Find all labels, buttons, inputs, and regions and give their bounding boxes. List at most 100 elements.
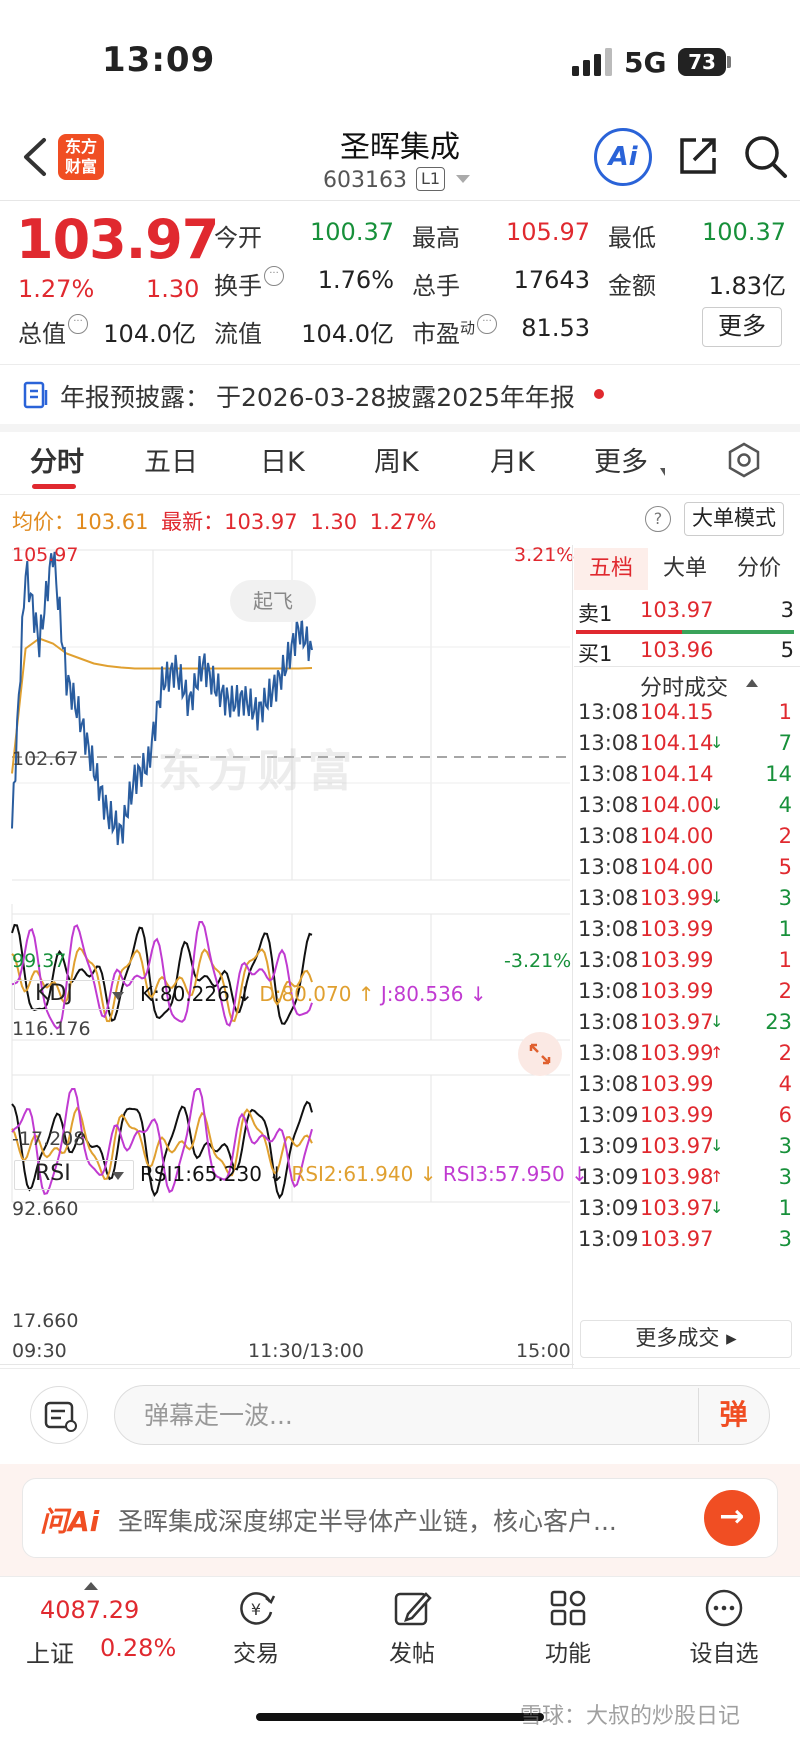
ai-question-card[interactable]: [22, 1478, 778, 1558]
section-divider: [0, 364, 800, 365]
tick-volume: 2: [778, 979, 792, 1003]
stock-name: 圣晖集成: [340, 130, 460, 165]
nav-trade[interactable]: ¥ 交易: [196, 1580, 316, 1680]
x-axis-divider: [0, 1364, 574, 1365]
tick-volume: 7: [778, 731, 792, 755]
tab-intraday[interactable]: 分时: [30, 447, 84, 478]
expand-icon[interactable]: [518, 1032, 562, 1076]
ticks-header[interactable]: 分时成交: [640, 676, 729, 701]
index-expand-icon[interactable]: [84, 1582, 98, 1590]
volume-value: 17643: [513, 266, 590, 294]
tick-arrow: ↑: [710, 1043, 724, 1062]
network-type: 5G: [624, 46, 667, 79]
open-value: 100.37: [310, 218, 394, 246]
tick-price: 103.97: [640, 1227, 714, 1251]
tick-time: 13:08: [578, 700, 639, 724]
arrow-right-icon[interactable]: →: [704, 1490, 760, 1546]
pe-sup: 动: [460, 319, 476, 337]
tab-weekly-k[interactable]: 周K: [374, 447, 419, 478]
tab-5day[interactable]: 五日: [144, 447, 198, 478]
ai-button[interactable]: Ai: [594, 128, 652, 186]
index-name[interactable]: 上证: [26, 1640, 74, 1668]
tick-arrow: ↓: [710, 795, 724, 814]
tick-arrow: ↓: [710, 1012, 724, 1031]
tick-volume: 6: [778, 1103, 792, 1127]
info-icon[interactable]: ···: [68, 314, 88, 334]
tick-price: 103.99: [640, 886, 714, 910]
stock-code: 603163: [323, 168, 407, 193]
tick-volume: 2: [778, 824, 792, 848]
tick-price: 103.97: [640, 1010, 714, 1034]
tab-five-levels[interactable]: 五档: [574, 548, 648, 590]
kdj-values: K:80.226 ↓ D:80.070 ↑ J:80.536 ↓: [140, 982, 487, 1006]
pe-value: 81.53: [521, 314, 590, 342]
tick-time: 13:08: [578, 979, 639, 1003]
ai-question-text[interactable]: 圣晖集成深度绑定半导体产业链，核心客户...: [118, 1507, 617, 1536]
price-lines: [11, 551, 313, 846]
avg-latest-line: 均价：103.61 最新：103.97 1.30 1.27%: [12, 506, 437, 536]
avg-value: 103.61: [75, 510, 149, 534]
buy1-price: 103.96: [640, 638, 714, 662]
tick-time: 13:08: [578, 824, 639, 848]
nav-watchlist[interactable]: 设自选: [664, 1580, 784, 1680]
index-value[interactable]: 4087.29: [40, 1596, 140, 1624]
info-icon[interactable]: ···: [264, 266, 284, 286]
tick-row: 13:09 103.97 ↓ 3: [576, 1129, 794, 1163]
tab-daily-k[interactable]: 日K: [260, 447, 305, 478]
tab-more[interactable]: 更多: [594, 447, 648, 478]
danmu-button[interactable]: 弹: [698, 1388, 768, 1442]
mktcap-label: 总值 ···: [18, 314, 88, 349]
share-icon[interactable]: [674, 132, 722, 180]
gear-icon[interactable]: [726, 442, 762, 478]
tick-price: 104.00: [640, 855, 714, 879]
pct-high-label: 3.21%: [514, 544, 575, 566]
tick-volume: 14: [765, 762, 792, 786]
ask-ai-logo: 问Ai: [40, 1505, 100, 1538]
tick-price: 103.99: [640, 1103, 714, 1127]
tick-price: 103.99: [640, 917, 714, 941]
comment-settings-icon[interactable]: [30, 1386, 88, 1444]
nav-functions[interactable]: 功能: [508, 1580, 628, 1680]
intraday-chart[interactable]: [0, 540, 574, 1370]
tick-price: 103.99: [640, 979, 714, 1003]
danmu-input[interactable]: [114, 1385, 770, 1445]
sell-strength-bar: [576, 630, 682, 634]
index-pct[interactable]: 0.28%: [100, 1634, 177, 1662]
turnover-value: 1.76%: [317, 266, 394, 294]
tick-arrow: ↓: [710, 733, 724, 752]
notice-text[interactable]: 于2026-03-28披露2025年年报: [216, 383, 575, 412]
nav-watchlist-label: 设自选: [689, 1641, 759, 1667]
more-button[interactable]: 更多: [702, 307, 782, 347]
grid-icon: [550, 1590, 586, 1626]
takeoff-badge[interactable]: 起飞: [230, 580, 316, 622]
tab-price-distribution[interactable]: 分价: [736, 556, 781, 581]
notice-label[interactable]: 年报预披露：: [60, 383, 211, 412]
tick-row: 13:09 103.97 3: [576, 1222, 794, 1256]
sell1-vol: 3: [780, 598, 794, 622]
x-end-label: 15:00: [516, 1340, 571, 1362]
search-icon[interactable]: [741, 132, 789, 180]
ticks-sort-icon[interactable]: [746, 679, 758, 687]
kdj-lines: [11, 921, 313, 1030]
more-ticks-button[interactable]: 更多成交 ▸: [580, 1320, 792, 1358]
buy1-label: 买1: [578, 642, 613, 666]
big-order-mode-button[interactable]: 大单模式: [684, 502, 784, 536]
rsi-selector[interactable]: RSI: [14, 1160, 134, 1190]
code-dropdown-icon[interactable]: [456, 175, 470, 183]
tab-big-orders[interactable]: 大单: [662, 556, 707, 581]
turnover-label: 换手 ···: [214, 266, 284, 301]
tick-row: 13:08 103.99 1: [576, 912, 794, 946]
tick-time: 13:08: [578, 917, 639, 941]
tick-price: 104.00: [640, 824, 714, 848]
kdj-selector[interactable]: KDJ: [14, 980, 134, 1010]
back-arrow-icon[interactable]: [16, 132, 56, 182]
info-icon[interactable]: ···: [477, 314, 498, 334]
danmu-placeholder[interactable]: 弹幕走一波...: [144, 1401, 293, 1430]
tick-time: 13:08: [578, 762, 639, 786]
home-indicator[interactable]: [256, 1713, 544, 1721]
nav-post[interactable]: 发帖: [352, 1580, 472, 1680]
nav-post-label: 发帖: [389, 1641, 435, 1667]
tab-monthly-k[interactable]: 月K: [490, 447, 535, 478]
kdj-top-label: 116.176: [12, 1018, 91, 1040]
help-icon[interactable]: ?: [645, 506, 671, 532]
